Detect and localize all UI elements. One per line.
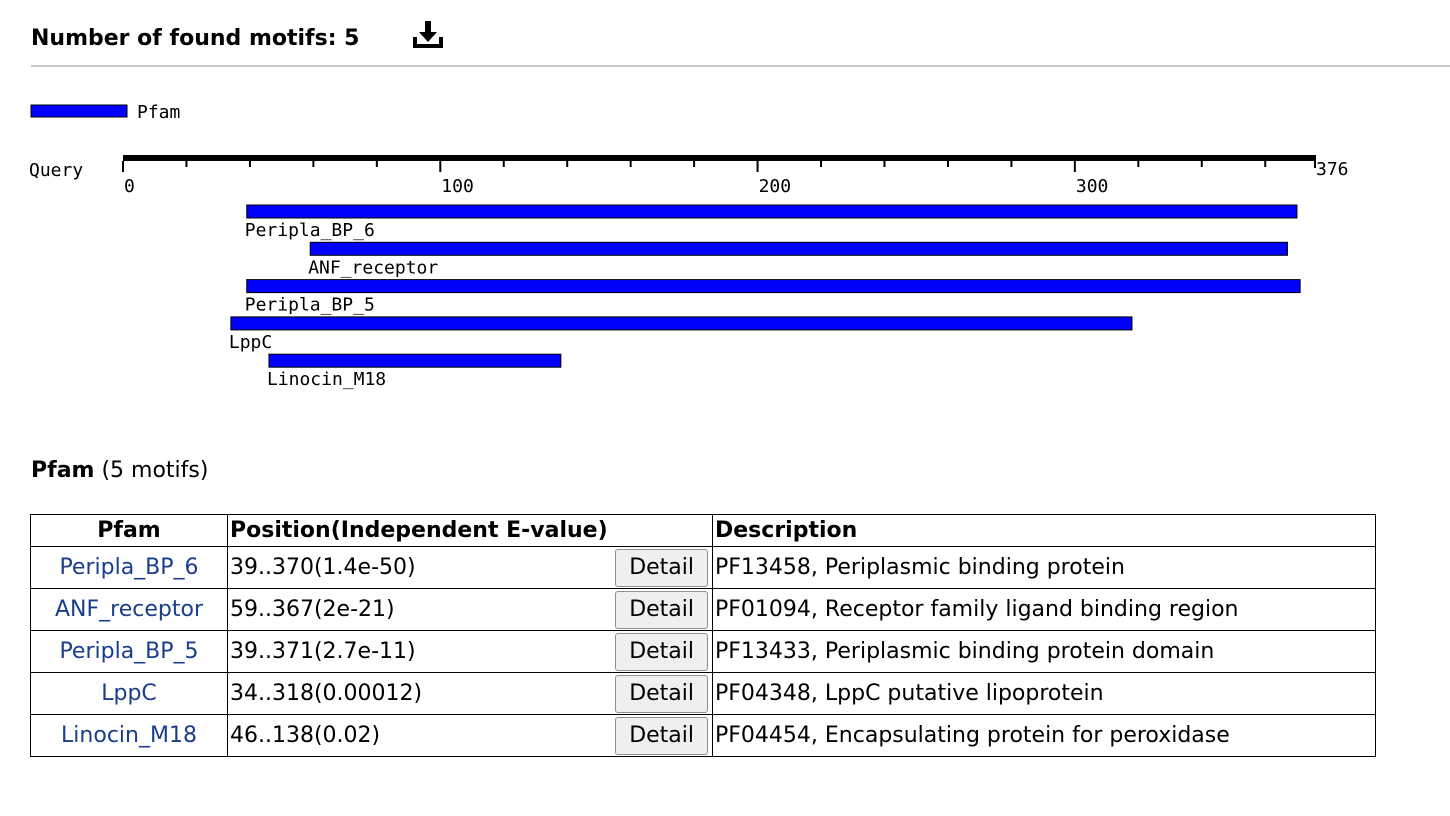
motif-table: Pfam Position(Independent E-value) Descr… [30, 514, 1376, 757]
motif-bar-label: Peripla_BP_6 [245, 220, 375, 241]
cell-position: 34..318(0.00012) Detail [227, 672, 713, 715]
pfam-link[interactable]: ANF_receptor [55, 597, 203, 622]
cell-position: 39..370(1.4e-50) Detail [227, 546, 713, 589]
header-description: Description [712, 514, 1376, 547]
motif-bar [230, 316, 1133, 331]
section-title-name: Pfam [31, 458, 95, 483]
position-value: 59..367(2e-21) [230, 597, 395, 622]
ruler-tick-label: 300 [1076, 176, 1109, 197]
section-title-count: (5 motifs) [101, 458, 209, 483]
pfam-link[interactable]: Linocin_M18 [61, 723, 197, 748]
motif-bar [246, 204, 1298, 219]
position-value: 46..138(0.02) [230, 723, 381, 748]
motif-count-title: Number of found motifs: 5 [31, 26, 360, 51]
position-value: 39..370(1.4e-50) [230, 555, 416, 580]
section-title: Pfam (5 motifs) [31, 458, 208, 483]
detail-button[interactable]: Detail [615, 716, 708, 755]
motif-bar-label: LppC [229, 332, 272, 353]
header-divider [31, 65, 1450, 67]
position-value: 34..318(0.00012) [230, 681, 423, 706]
table-row: LppC 34..318(0.00012) Detail PF04348, Lpp… [30, 672, 1376, 715]
ruler-label: Query [29, 160, 83, 181]
detail-button[interactable]: Detail [615, 590, 708, 629]
download-icon[interactable] [410, 19, 446, 51]
cell-pfam: LppC [30, 672, 228, 715]
ruler-axis [123, 155, 1316, 161]
pfam-link[interactable]: LppC [101, 681, 157, 706]
detail-button[interactable]: Detail [615, 548, 708, 587]
motif-bar-label: ANF_receptor [308, 257, 438, 278]
ruler-max-label: 376 [1316, 159, 1349, 180]
motif-diagram: Pfam Query 0 100 200 300 376 Peripla_BP_6 ANF_re… [0, 90, 1450, 410]
motif-bar [268, 353, 562, 368]
table-header-row: Pfam Position(Independent E-value) Descr… [30, 514, 1376, 547]
motif-diagram-svg: Pfam Query 0 100 200 300 376 Peripla_BP_6 ANF_re… [29, 102, 1349, 390]
pfam-link[interactable]: Peripla_BP_5 [59, 639, 199, 664]
table-row: Peripla_BP_5 39..371(2.7e-11) Detail PF13… [30, 630, 1376, 673]
legend-label: Pfam [137, 102, 180, 123]
cell-position: 59..367(2e-21) Detail [227, 588, 713, 631]
table-row: Peripla_BP_6 39..370(1.4e-50) Detail PF13… [30, 546, 1376, 589]
legend-swatch [30, 104, 128, 118]
ruler-tick-label: 200 [759, 176, 792, 197]
cell-pfam: ANF_receptor [30, 588, 228, 631]
header-pfam: Pfam [30, 514, 228, 547]
ruler-tick-label: 0 [124, 176, 135, 197]
motif-bar [246, 279, 1301, 294]
cell-pfam: Peripla_BP_5 [30, 630, 228, 673]
pfam-link[interactable]: Peripla_BP_6 [59, 555, 199, 580]
cell-position: 46..138(0.02) Detail [227, 714, 713, 757]
cell-description: PF13458, Periplasmic binding protein [712, 546, 1376, 589]
detail-button[interactable]: Detail [615, 632, 708, 671]
motif-bar [309, 241, 1288, 256]
cell-pfam: Linocin_M18 [30, 714, 228, 757]
motif-bar-label: Linocin_M18 [267, 369, 386, 390]
detail-button[interactable]: Detail [615, 674, 708, 713]
cell-description: PF04454, Encapsulating protein for perox… [712, 714, 1376, 757]
cell-description: PF01094, Receptor family ligand binding … [712, 588, 1376, 631]
cell-position: 39..371(2.7e-11) Detail [227, 630, 713, 673]
motif-bar-label: Peripla_BP_5 [245, 295, 375, 316]
cell-description: PF13433, Periplasmic binding protein dom… [712, 630, 1376, 673]
header-position: Position(Independent E-value) [227, 514, 713, 547]
cell-pfam: Peripla_BP_6 [30, 546, 228, 589]
table-row: ANF_receptor 59..367(2e-21) Detail PF0109… [30, 588, 1376, 631]
cell-description: PF04348, LppC putative lipoprotein [712, 672, 1376, 715]
results-header: Number of found motifs: 5 [31, 26, 359, 51]
ruler-tick-label: 100 [441, 176, 474, 197]
table-row: Linocin_M18 46..138(0.02) Detail PF04454,… [30, 714, 1376, 757]
position-value: 39..371(2.7e-11) [230, 639, 416, 664]
